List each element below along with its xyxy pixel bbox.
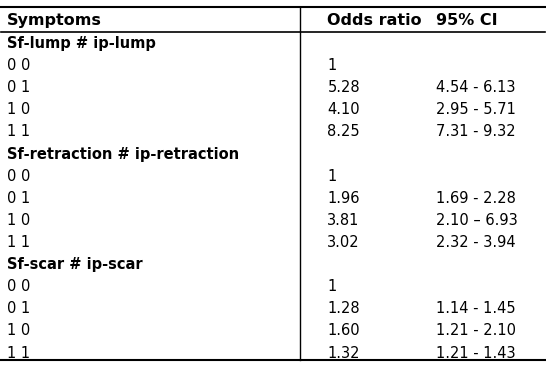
Text: 1: 1 [327, 58, 336, 73]
Text: 1 0: 1 0 [7, 323, 30, 338]
Text: Sf-lump # ip-lump: Sf-lump # ip-lump [7, 36, 156, 51]
Text: 1.28: 1.28 [327, 301, 360, 316]
Text: 1 1: 1 1 [7, 235, 30, 250]
Text: 3.81: 3.81 [327, 213, 360, 228]
Text: 7.31 - 9.32: 7.31 - 9.32 [436, 124, 515, 139]
Text: 0 0: 0 0 [7, 169, 30, 184]
Text: 1 0: 1 0 [7, 213, 30, 228]
Text: 0 0: 0 0 [7, 279, 30, 294]
Text: 1.60: 1.60 [327, 323, 360, 338]
Text: 1.96: 1.96 [327, 191, 360, 206]
Text: 0 1: 0 1 [7, 191, 30, 206]
Text: 4.54 - 6.13: 4.54 - 6.13 [436, 80, 515, 95]
Text: Sf-scar # ip-scar: Sf-scar # ip-scar [7, 257, 143, 272]
Text: 1.21 - 2.10: 1.21 - 2.10 [436, 323, 516, 338]
Text: 95% CI: 95% CI [436, 13, 497, 28]
Text: 0 1: 0 1 [7, 301, 30, 316]
Text: 1.21 - 1.43: 1.21 - 1.43 [436, 346, 515, 361]
Text: 0 0: 0 0 [7, 58, 30, 73]
Text: 1: 1 [327, 169, 336, 184]
Text: Sf-retraction # ip-retraction: Sf-retraction # ip-retraction [7, 147, 239, 162]
Text: 1.69 - 2.28: 1.69 - 2.28 [436, 191, 516, 206]
Text: Odds ratio: Odds ratio [327, 13, 422, 28]
Text: 8.25: 8.25 [327, 124, 360, 139]
Text: 1.32: 1.32 [327, 346, 360, 361]
Text: 1 0: 1 0 [7, 103, 30, 118]
Text: 1 1: 1 1 [7, 124, 30, 139]
Text: Symptoms: Symptoms [7, 13, 102, 28]
Text: 2.95 - 5.71: 2.95 - 5.71 [436, 103, 516, 118]
Text: 5.28: 5.28 [327, 80, 360, 95]
Text: 2.32 - 3.94: 2.32 - 3.94 [436, 235, 515, 250]
Text: 1 1: 1 1 [7, 346, 30, 361]
Text: 0 1: 0 1 [7, 80, 30, 95]
Text: 1.14 - 1.45: 1.14 - 1.45 [436, 301, 515, 316]
Text: 2.10 – 6.93: 2.10 – 6.93 [436, 213, 518, 228]
Text: 4.10: 4.10 [327, 103, 360, 118]
Text: 3.02: 3.02 [327, 235, 360, 250]
Text: 1: 1 [327, 279, 336, 294]
